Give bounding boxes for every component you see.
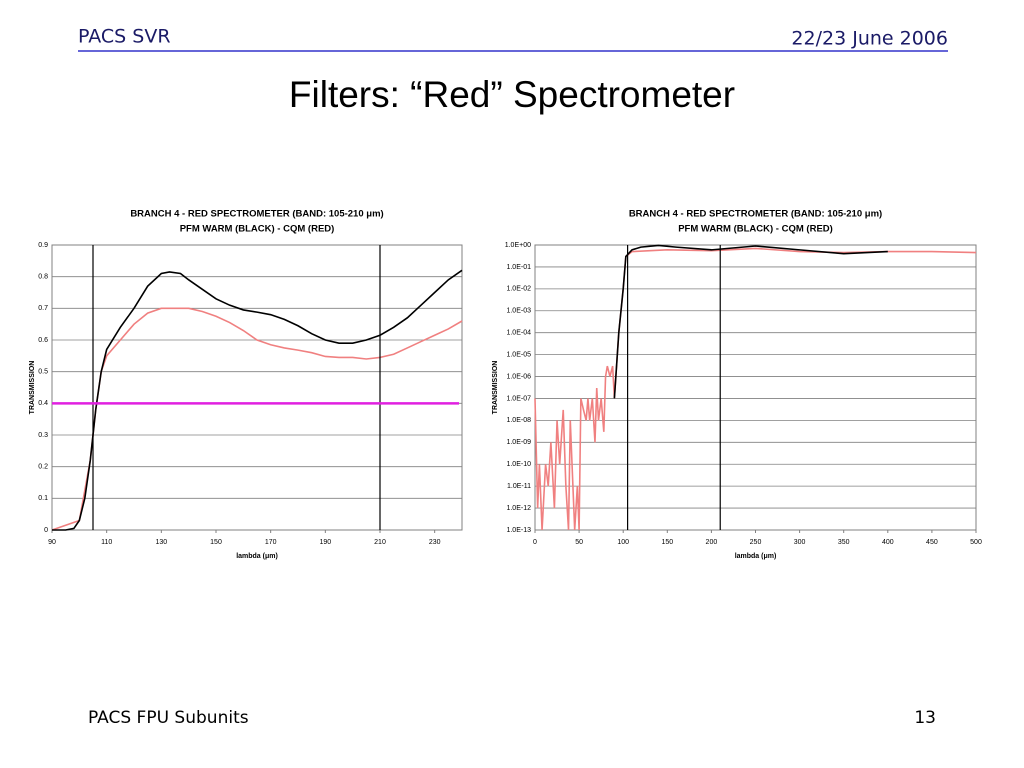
y-tick-label: 0.4 [38, 400, 48, 407]
y-tick-label: 0.6 [38, 337, 48, 344]
slide-title: Filters: “Red” Spectrometer [289, 74, 735, 115]
x-tick-label: 400 [882, 539, 894, 546]
y-tick-label: 0.2 [38, 464, 48, 471]
y-tick-label: 1.0E-12 [506, 505, 531, 512]
y-tick-label: 1.0E-07 [506, 395, 531, 402]
x-tick-label: 250 [750, 539, 762, 546]
x-tick-label: 150 [210, 539, 222, 546]
plot-area [534, 244, 977, 531]
y-tick-label: 0.5 [38, 369, 48, 376]
y-tick-label: 1.0E-01 [506, 264, 531, 271]
x-tick-label: 110 [101, 539, 112, 546]
x-tick-label: 190 [319, 539, 331, 546]
y-tick-label: 1.0E-05 [506, 351, 531, 358]
footer-right: 13 [914, 708, 936, 728]
y-tick-label: 1.0E-02 [506, 286, 531, 293]
y-axis-label: TRANSMISSION [492, 361, 499, 415]
x-tick-label: 0 [533, 539, 537, 546]
y-tick-label: 1.0E-09 [506, 439, 531, 446]
y-tick-label: 1.0E-13 [506, 527, 531, 534]
y-tick-label: 1.0E-03 [506, 308, 531, 315]
series-line [534, 247, 977, 531]
x-tick-label: 170 [265, 539, 277, 546]
chart-subtitle: PFM WARM (BLACK) - CQM (RED) [180, 224, 335, 235]
footer-left: PACS FPU Subunits [88, 708, 249, 728]
x-tick-label: 200 [706, 539, 718, 546]
chart-subtitle: PFM WARM (BLACK) - CQM (RED) [678, 224, 833, 235]
header-right: 22/23 June 2006 [791, 28, 948, 50]
y-tick-label: 1.0E-04 [506, 330, 531, 337]
y-tick-label: 1.0E-06 [506, 373, 531, 380]
x-tick-label: 130 [155, 539, 167, 546]
chart-title: BRANCH 4 - RED SPECTROMETER (BAND: 105-2… [130, 209, 383, 220]
x-axis-label: lambda (μm) [236, 553, 278, 560]
y-tick-label: 0.7 [38, 305, 48, 312]
y-axis-label: TRANSMISSION [29, 361, 36, 415]
x-tick-label: 100 [617, 539, 629, 546]
plot-area [51, 244, 463, 531]
y-tick-label: 0.1 [38, 495, 48, 502]
x-tick-label: 210 [374, 539, 386, 546]
x-axis-label: lambda (μm) [735, 553, 777, 560]
x-tick-label: 90 [48, 539, 56, 546]
x-tick-label: 500 [970, 539, 982, 546]
y-tick-label: 0.3 [38, 432, 48, 439]
series-line [613, 244, 888, 399]
y-tick-label: 0 [44, 527, 48, 534]
y-tick-label: 1.0E-11 [507, 483, 531, 490]
y-tick-label: 0.8 [38, 274, 48, 281]
y-tick-label: 1.0E-08 [506, 417, 531, 424]
x-tick-label: 300 [794, 539, 806, 546]
series-line [52, 269, 463, 531]
chart-title: BRANCH 4 - RED SPECTROMETER (BAND: 105-2… [629, 209, 882, 220]
x-tick-label: 230 [429, 539, 441, 546]
y-tick-label: 1.0E+00 [505, 242, 531, 249]
x-tick-label: 350 [838, 539, 850, 546]
y-tick-label: 0.9 [38, 242, 48, 249]
header-left: PACS SVR [78, 26, 171, 48]
y-tick-label: 1.0E-10 [506, 461, 531, 468]
x-tick-label: 450 [926, 539, 938, 546]
series-line [51, 307, 463, 531]
x-tick-label: 150 [661, 539, 673, 546]
x-tick-label: 50 [575, 539, 583, 546]
